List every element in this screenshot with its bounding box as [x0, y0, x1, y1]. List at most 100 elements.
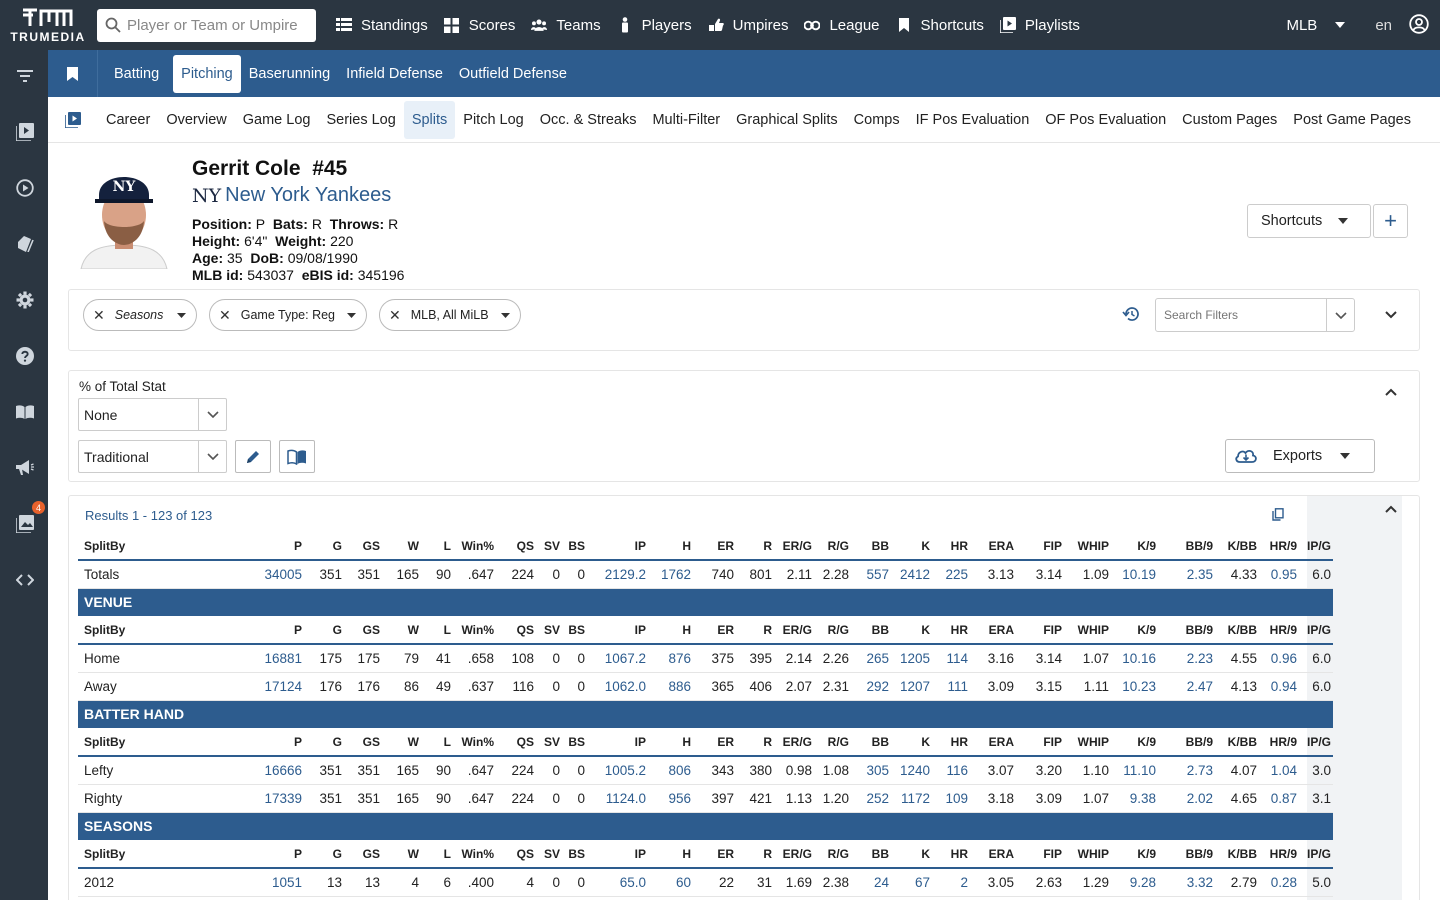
tags-icon[interactable] [14, 233, 36, 255]
filter-chip-level[interactable]: ✕ MLB, All MiLB [379, 299, 521, 331]
column-header[interactable]: P [198, 840, 304, 869]
subtab-if-pos-evaluation[interactable]: IF Pos Evaluation [915, 111, 1030, 128]
column-header[interactable]: W [382, 532, 421, 561]
column-header[interactable]: IP/G [1299, 840, 1333, 869]
stat-cell[interactable]: 0.87 [1259, 784, 1299, 813]
stat-cell[interactable]: 2.73 [1158, 756, 1215, 785]
column-header[interactable]: K/BB [1215, 728, 1259, 757]
column-header[interactable]: BB/9 [1158, 616, 1215, 645]
stat-cell[interactable]: 2.23 [1158, 644, 1215, 673]
stat-cell[interactable]: 2.35 [1158, 560, 1215, 589]
column-header[interactable]: K/9 [1111, 532, 1158, 561]
column-header[interactable]: R/G [814, 616, 851, 645]
stat-cell[interactable]: 60 [648, 868, 693, 897]
subtab-multi-filter[interactable]: Multi-Filter [652, 111, 721, 128]
column-header[interactable]: HR/9 [1259, 616, 1299, 645]
column-header[interactable]: BS [562, 840, 587, 869]
bookmark-button[interactable] [48, 50, 98, 97]
stat-cell[interactable]: 292 [851, 672, 891, 701]
stat-cell[interactable]: 0.28 [1259, 868, 1299, 897]
column-header[interactable]: L [421, 616, 453, 645]
stat-cell[interactable]: 11.10 [1111, 756, 1158, 785]
subtab-post-game-pages[interactable]: Post Game Pages [1293, 111, 1411, 128]
column-header[interactable]: R [736, 728, 774, 757]
stat-cell[interactable]: 1062.0 [587, 672, 648, 701]
subtab-series-log[interactable]: Series Log [326, 111, 396, 128]
column-header[interactable]: P [198, 532, 304, 561]
stat-cell[interactable]: 252 [851, 784, 891, 813]
trumedia-logo[interactable]: TRUMEDIA [0, 0, 96, 50]
chevron-down-icon[interactable] [1326, 299, 1354, 331]
stat-cell[interactable]: 557 [851, 560, 891, 589]
copy-icon[interactable] [1272, 508, 1284, 524]
column-header[interactable]: GS [344, 728, 382, 757]
stat-cell[interactable]: 65.0 [587, 868, 648, 897]
column-header[interactable]: SplitBy [78, 616, 198, 645]
column-header[interactable]: ERA [970, 616, 1016, 645]
column-header[interactable]: FIP [1016, 532, 1064, 561]
stat-cell[interactable]: 16666 [198, 756, 304, 785]
column-header[interactable]: SV [536, 728, 562, 757]
subtab-career[interactable]: Career [106, 111, 151, 128]
column-header[interactable]: L [421, 840, 453, 869]
tab-pitching[interactable]: Pitching [173, 54, 241, 93]
column-header[interactable]: SV [536, 616, 562, 645]
stat-cell[interactable]: 1172 [891, 784, 932, 813]
column-header[interactable]: HR/9 [1259, 728, 1299, 757]
column-header[interactable]: K/BB [1215, 840, 1259, 869]
tab-batting[interactable]: Batting [114, 65, 160, 82]
stat-cell[interactable]: 956 [648, 784, 693, 813]
remove-filter-icon[interactable]: ✕ [389, 306, 401, 323]
column-header[interactable]: L [421, 728, 453, 757]
search-filters[interactable] [1155, 298, 1355, 332]
column-header[interactable]: BS [562, 532, 587, 561]
column-header[interactable]: Win% [453, 616, 496, 645]
subtab-comps[interactable]: Comps [853, 111, 900, 128]
stat-cell[interactable]: 876 [648, 644, 693, 673]
column-header[interactable]: HR [932, 616, 970, 645]
column-header[interactable]: Win% [453, 532, 496, 561]
stat-cell[interactable]: 114 [932, 644, 970, 673]
stat-cell[interactable]: 0.96 [1259, 644, 1299, 673]
column-header[interactable]: H [648, 728, 693, 757]
glossary-button[interactable] [279, 440, 315, 473]
nav-teams[interactable]: Teams [531, 17, 601, 34]
stat-cell[interactable]: 1124.0 [587, 784, 648, 813]
exports-dropdown[interactable]: Exports [1225, 439, 1375, 473]
league-select[interactable]: MLB [1286, 17, 1346, 34]
column-header[interactable]: R [736, 532, 774, 561]
column-header[interactable]: ER/G [774, 532, 814, 561]
stat-cell[interactable]: 1.04 [1259, 756, 1299, 785]
column-header[interactable]: ER [693, 616, 736, 645]
column-header[interactable]: HR [932, 532, 970, 561]
stat-cell[interactable]: 17339 [198, 784, 304, 813]
column-header[interactable]: GS [344, 840, 382, 869]
column-header[interactable]: WHIP [1064, 840, 1111, 869]
column-header[interactable]: GS [344, 532, 382, 561]
column-header[interactable]: HR/9 [1259, 840, 1299, 869]
column-header[interactable]: BB/9 [1158, 728, 1215, 757]
column-header[interactable]: H [648, 532, 693, 561]
column-header[interactable]: H [648, 616, 693, 645]
stat-cell[interactable]: 17124 [198, 672, 304, 701]
video-playlist-button[interactable] [48, 111, 98, 128]
column-header[interactable]: BB/9 [1158, 532, 1215, 561]
column-header[interactable]: K/BB [1215, 616, 1259, 645]
column-header[interactable]: P [198, 728, 304, 757]
column-header[interactable]: K/9 [1111, 616, 1158, 645]
nav-umpires[interactable]: Umpires [708, 17, 788, 34]
stat-cell[interactable]: 806 [648, 756, 693, 785]
column-header[interactable]: FIP [1016, 728, 1064, 757]
stat-cell[interactable]: 2.47 [1158, 672, 1215, 701]
stat-cell[interactable]: 1051 [198, 868, 304, 897]
column-header[interactable]: R/G [814, 728, 851, 757]
column-header[interactable]: BB/9 [1158, 840, 1215, 869]
column-header[interactable]: BB [851, 728, 891, 757]
add-shortcut-button[interactable]: + [1373, 204, 1408, 238]
stat-cell[interactable]: 265 [851, 644, 891, 673]
column-header[interactable]: BB [851, 532, 891, 561]
player-team-link[interactable]: NY New York Yankees [192, 184, 391, 207]
column-header[interactable]: Win% [453, 728, 496, 757]
global-search-input[interactable] [127, 16, 307, 34]
chevron-down-icon[interactable] [1385, 306, 1397, 322]
